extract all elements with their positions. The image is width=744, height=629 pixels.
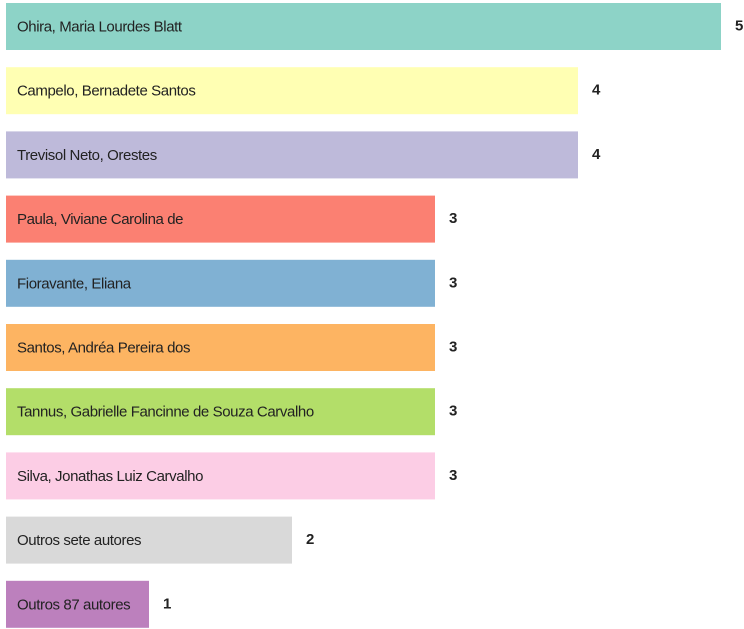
bar-label: Trevisol Neto, Orestes [17, 147, 157, 164]
value-label: 5 [735, 17, 743, 34]
value-label: 2 [306, 531, 314, 548]
bar [6, 67, 578, 115]
bar-label: Silva, Jonathas Luiz Carvalho [17, 468, 203, 485]
value-label: 3 [449, 274, 457, 291]
bar-label: Fioravante, Eliana [17, 275, 132, 292]
bar [6, 3, 721, 50]
bar [6, 324, 435, 371]
value-label: 3 [449, 467, 457, 484]
bar-label: Outros sete autores [17, 532, 141, 549]
bar [6, 195, 435, 243]
bar-label: Santos, Andréa Pereira dos [17, 339, 190, 356]
bar [6, 516, 292, 564]
value-label: 1 [163, 595, 171, 612]
bar [6, 131, 578, 179]
bar-label: Tannus, Gabrielle Fancinne de Souza Carv… [17, 404, 314, 421]
bar-label: Paula, Viviane Carolina de [17, 211, 183, 228]
value-label: 3 [449, 338, 457, 355]
value-label: 3 [449, 403, 457, 420]
bar-label: Outros 87 autores [17, 596, 130, 613]
bar [6, 388, 435, 436]
bar-label: Campelo, Bernadete Santos [17, 83, 195, 100]
bar [6, 452, 435, 500]
value-label: 4 [592, 146, 601, 163]
bar-label: Ohira, Maria Lourdes Blatt [17, 18, 183, 35]
value-label: 3 [449, 210, 457, 227]
bar [6, 580, 149, 628]
bar [6, 259, 435, 307]
value-label: 4 [592, 82, 601, 99]
